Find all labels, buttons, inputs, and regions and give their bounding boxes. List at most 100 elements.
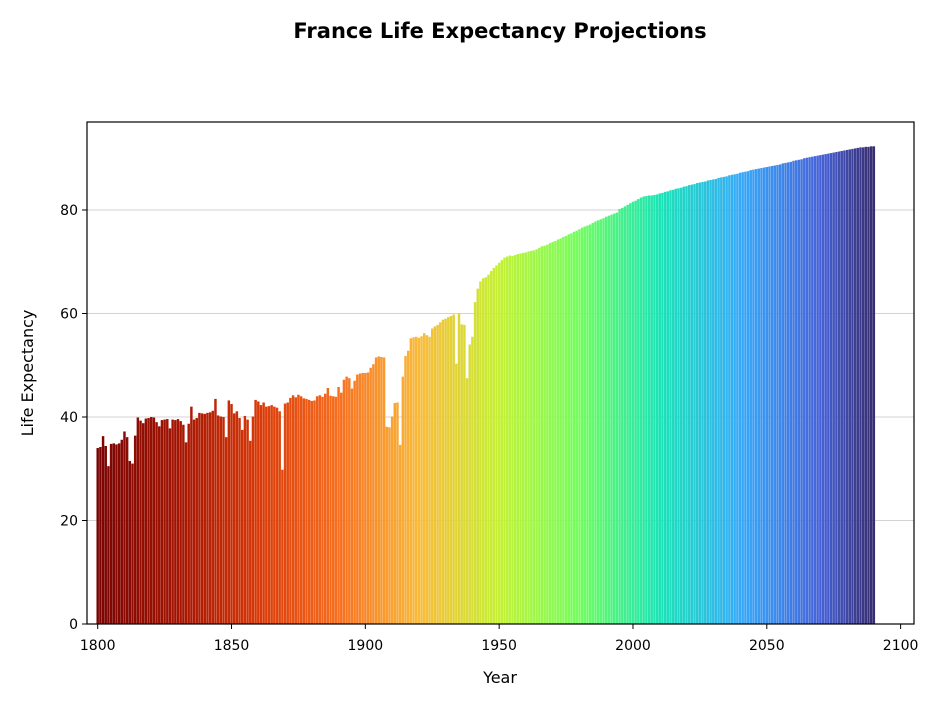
bar (781, 163, 785, 624)
bar (171, 419, 174, 624)
bar (222, 416, 225, 624)
bar (291, 395, 295, 624)
bar (690, 184, 694, 624)
bar (548, 243, 552, 624)
bar (610, 214, 613, 624)
bar (503, 257, 506, 624)
bar (420, 336, 423, 624)
bar (792, 160, 795, 624)
bar (356, 374, 359, 624)
bar (489, 271, 493, 624)
bar (861, 147, 865, 625)
bar (821, 154, 825, 624)
bar (99, 447, 102, 624)
bar (535, 249, 538, 624)
bar (224, 437, 228, 624)
bar (115, 444, 118, 624)
bar (428, 336, 431, 624)
bar (642, 196, 645, 624)
bar (570, 233, 573, 624)
bar (390, 416, 394, 624)
bar (310, 400, 314, 624)
bar (797, 159, 801, 624)
bar (406, 350, 410, 624)
bar (746, 171, 750, 624)
bar (203, 413, 206, 624)
bar (182, 424, 185, 624)
bar (717, 177, 720, 624)
bar (572, 231, 576, 624)
bar (208, 412, 212, 624)
bar (594, 221, 597, 625)
bar (760, 168, 763, 624)
bar (230, 404, 233, 624)
x-tick-label: 2000 (615, 638, 651, 654)
bar (666, 191, 669, 624)
bar (463, 324, 466, 624)
bar (813, 156, 817, 624)
bar (757, 168, 760, 624)
bar (736, 173, 739, 624)
bar (219, 416, 223, 624)
bar (578, 229, 581, 624)
bar (803, 158, 806, 625)
grid-lines (87, 209, 914, 521)
bar (709, 179, 712, 624)
bar (313, 400, 316, 624)
bar (187, 423, 190, 624)
bar (294, 397, 297, 624)
bar (372, 364, 375, 624)
bar (262, 402, 265, 624)
bar (337, 386, 340, 624)
bar (216, 415, 220, 624)
bar (305, 398, 308, 624)
bar (431, 328, 434, 624)
bar (297, 394, 300, 624)
bar (353, 380, 356, 624)
bar (278, 411, 281, 624)
bar (243, 415, 247, 624)
bar (615, 212, 619, 624)
bar (837, 151, 841, 624)
bar (101, 436, 105, 624)
bar (730, 174, 734, 625)
bar (192, 419, 196, 624)
bar (366, 372, 370, 624)
bar (859, 147, 862, 625)
bar (695, 183, 699, 624)
bar (551, 242, 554, 624)
bar (206, 412, 209, 624)
bar (160, 420, 164, 624)
bar (722, 176, 726, 625)
bar (123, 431, 126, 624)
bar (701, 182, 704, 624)
bar (265, 406, 268, 624)
x-tick-label: 1850 (214, 638, 250, 654)
bar (388, 427, 391, 624)
bar (786, 162, 790, 624)
bar (369, 367, 372, 624)
bar (752, 169, 755, 625)
bar (275, 407, 279, 624)
bar (195, 418, 198, 624)
bar (323, 393, 327, 624)
bar (848, 149, 851, 624)
bar (808, 157, 811, 624)
bar (307, 399, 311, 624)
bar (184, 442, 188, 624)
bar (516, 253, 520, 624)
bar (259, 405, 263, 624)
bar (728, 175, 731, 624)
bar (141, 423, 145, 624)
bar (677, 188, 680, 625)
bar (104, 445, 107, 624)
bar (377, 356, 380, 624)
bar (289, 397, 292, 624)
bar (329, 395, 332, 624)
plot-frame (86, 121, 915, 625)
bar (235, 411, 239, 624)
bar (816, 155, 819, 624)
bar (543, 245, 546, 624)
bar (254, 399, 257, 624)
bar (174, 420, 177, 624)
